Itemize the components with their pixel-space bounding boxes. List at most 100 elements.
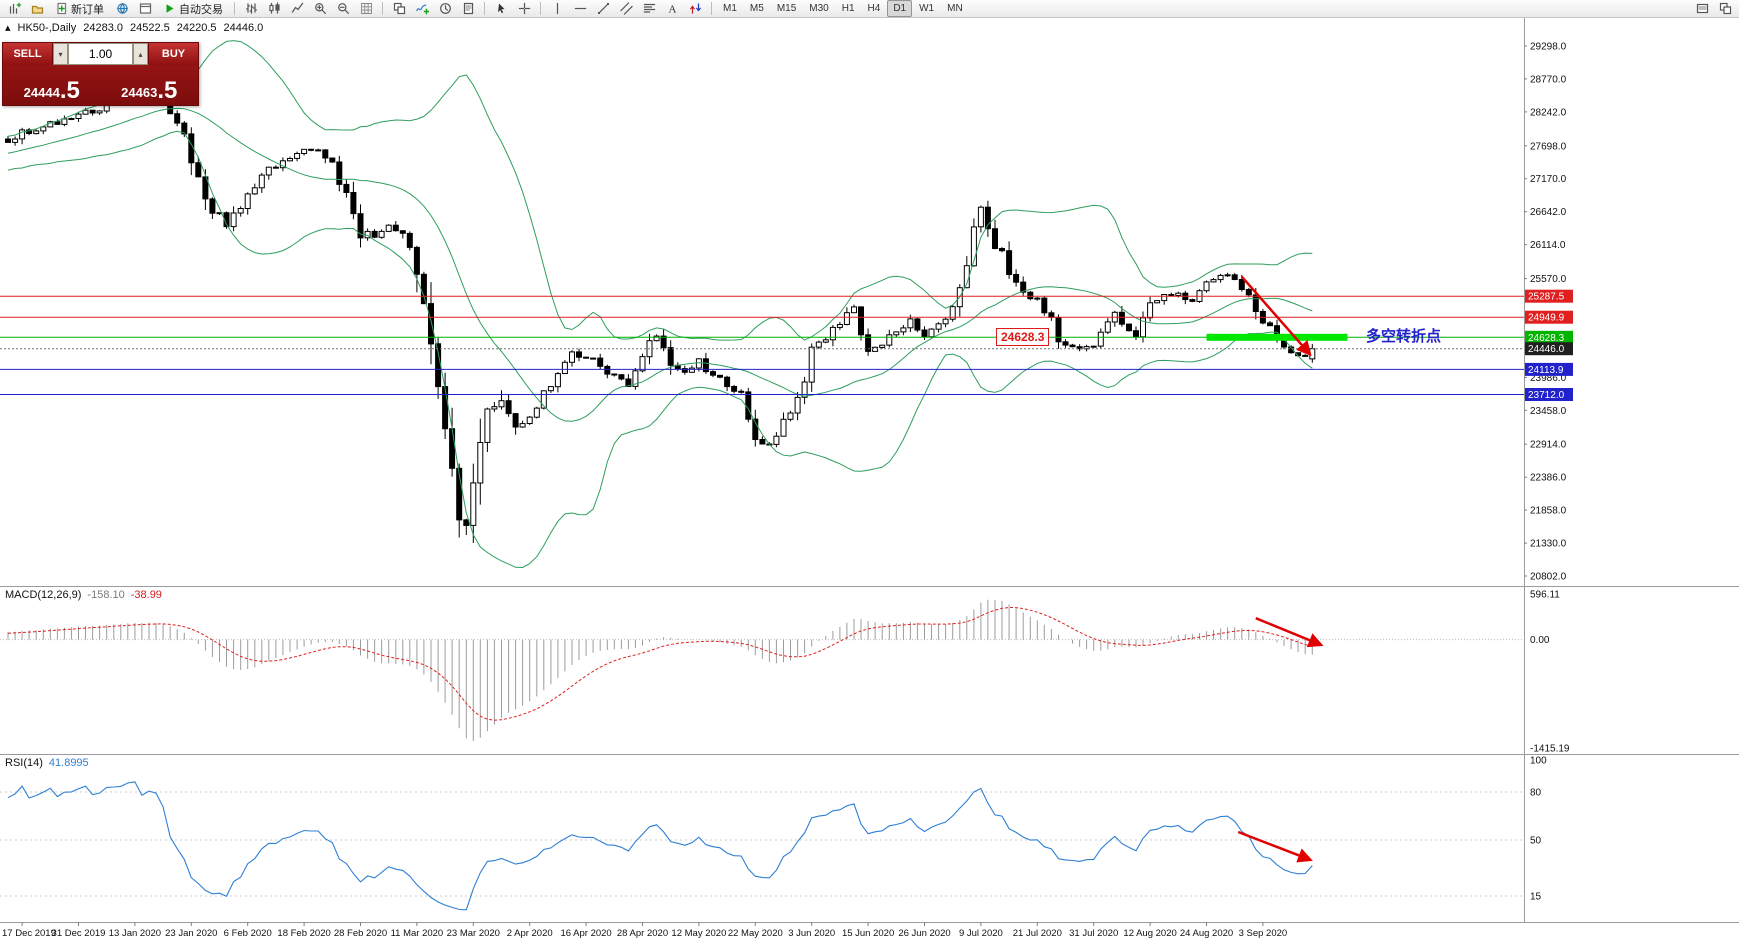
profiles-icon[interactable] (26, 0, 48, 18)
equidistant-channel-icon[interactable] (615, 0, 637, 18)
timeframe-MN-button[interactable]: MN (947, 3, 963, 14)
rsi-indicator (0, 781, 1524, 911)
svg-text:24 Aug 2020: 24 Aug 2020 (1180, 928, 1233, 939)
buy-price-main: 24463 (121, 85, 158, 100)
trendline-icon[interactable] (592, 0, 614, 18)
timeframe-H1-button[interactable]: H1 (841, 3, 855, 14)
rsi-scale[interactable]: 100 80 50 15 (1530, 756, 1547, 903)
timeframe-H4-button[interactable]: H4 (867, 3, 881, 14)
fibonacci-icon[interactable] (638, 0, 660, 18)
svg-text:18 Feb 2020: 18 Feb 2020 (277, 928, 330, 939)
line-chart-icon[interactable] (286, 0, 308, 18)
timeframe-M15-button[interactable]: M15 (776, 3, 797, 14)
svg-text:50: 50 (1530, 836, 1542, 847)
toolbar-separator (234, 2, 235, 15)
volume-input[interactable] (68, 43, 133, 65)
svg-text:23986.0: 23986.0 (1530, 373, 1567, 384)
new-chart-icon[interactable] (3, 0, 25, 18)
macd-indicator-label: MACD(12,26,9) -158.10 -38.99 (5, 589, 162, 601)
horizontal-line-icon[interactable] (569, 0, 591, 18)
svg-text:17 Dec 2019: 17 Dec 2019 (2, 928, 56, 939)
svg-text:0.00: 0.00 (1530, 635, 1550, 646)
timeframe-D1-button[interactable]: D1 (887, 0, 913, 17)
timeframe-M30-button[interactable]: M30 (809, 3, 829, 14)
svg-text:80: 80 (1530, 788, 1542, 799)
turning-point-label[interactable]: 多空转折点 (1366, 328, 1442, 345)
svg-text:25570.0: 25570.0 (1530, 274, 1567, 285)
buy-price[interactable]: 24463.5 (101, 65, 199, 105)
svg-text:28770.0: 28770.0 (1530, 74, 1567, 85)
svg-text:22386.0: 22386.0 (1530, 473, 1567, 484)
svg-text:6 Feb 2020: 6 Feb 2020 (224, 928, 272, 939)
candles-series (5, 90, 1316, 543)
bar-chart-icon[interactable] (240, 0, 262, 18)
chart-list-icon[interactable] (1691, 0, 1713, 18)
panel-separators (0, 18, 1739, 923)
svg-text:24113.9: 24113.9 (1528, 365, 1564, 376)
indicators-icon[interactable] (411, 0, 433, 18)
bollinger-bands (7, 40, 1313, 569)
svg-text:27170.0: 27170.0 (1530, 174, 1567, 185)
sell-button[interactable]: SELL (3, 43, 53, 65)
svg-text:23 Jan 2020: 23 Jan 2020 (165, 928, 217, 939)
market-watch-icon[interactable] (111, 0, 133, 18)
svg-text:23458.0: 23458.0 (1530, 406, 1567, 417)
svg-text:21858.0: 21858.0 (1530, 506, 1567, 517)
svg-text:12 Aug 2020: 12 Aug 2020 (1123, 928, 1176, 939)
trend-arrow-rsi[interactable] (1237, 830, 1313, 863)
trend-arrow-main[interactable] (1240, 275, 1312, 357)
tile-windows-icon[interactable] (388, 0, 410, 18)
svg-text:26642.0: 26642.0 (1530, 207, 1567, 218)
grid-icon[interactable] (355, 0, 377, 18)
order-plus-icon (55, 2, 68, 15)
svg-text:3 Sep 2020: 3 Sep 2020 (1239, 928, 1288, 939)
buy-button[interactable]: BUY (148, 43, 198, 65)
svg-text:9 Jul 2020: 9 Jul 2020 (959, 928, 1003, 939)
price-badge-24113.9: 24113.9 (1525, 362, 1573, 376)
arrange-windows-icon[interactable] (1714, 0, 1736, 18)
sell-price-main: 24444 (23, 85, 60, 100)
text-label-icon[interactable]: A (661, 0, 683, 18)
svg-text:15 Jun 2020: 15 Jun 2020 (842, 928, 894, 939)
zoom-out-icon[interactable] (332, 0, 354, 18)
price-scale[interactable]: 29298.0 28770.0 28242.0 27698.0 27170.0 26642… (1524, 42, 1567, 583)
macd-scale[interactable]: 596.11 0.00 -1415.19 (1530, 590, 1570, 755)
toolbar: 新订单 自动交易 A M1 M5 M15 M30 H1 H4 D1 W1 MN (0, 0, 1739, 18)
toolbar-separator (540, 2, 541, 15)
timeframe-M5-button[interactable]: M5 (749, 3, 764, 14)
arrow-objects-icon[interactable] (684, 0, 706, 18)
new-order-button[interactable]: 新订单 (49, 0, 110, 18)
data-window-icon[interactable] (134, 0, 156, 18)
trend-arrow-macd[interactable] (1255, 617, 1324, 648)
periods-icon[interactable] (434, 0, 456, 18)
zoom-in-icon[interactable] (309, 0, 331, 18)
symbol-label: HK50-,Daily (17, 21, 77, 34)
svg-text:20802.0: 20802.0 (1530, 572, 1567, 583)
volume-up-button[interactable]: ▴ (133, 43, 148, 65)
svg-text:A: A (668, 4, 676, 16)
macd-value: -158.10 (87, 589, 125, 601)
svg-text:24949.9: 24949.9 (1528, 313, 1565, 324)
ohlc-close: 24446.0 (223, 21, 264, 34)
vertical-line-icon[interactable] (546, 0, 568, 18)
autotrading-button[interactable]: 自动交易 (157, 0, 229, 18)
svg-text:26 Jun 2020: 26 Jun 2020 (898, 928, 950, 939)
sell-price[interactable]: 24444.5 (3, 65, 101, 105)
templates-icon[interactable] (457, 0, 479, 18)
price-flag-label[interactable]: 24628.3 (996, 328, 1050, 346)
crosshair-icon[interactable] (513, 0, 535, 18)
candlestick-chart-icon[interactable] (263, 0, 285, 18)
svg-text:25287.5: 25287.5 (1528, 292, 1565, 303)
volume-down-button[interactable]: ▾ (53, 43, 68, 65)
timeframe-M1-button[interactable]: M1 (723, 3, 737, 14)
buy-price-frac: .5 (157, 77, 178, 104)
one-click-trading-panel: SELL ▾ ▴ BUY 24444.5 24463.5 (2, 42, 199, 106)
cursor-icon[interactable] (490, 0, 512, 18)
timeframe-W1-button[interactable]: W1 (919, 3, 935, 14)
turning-zone-highlight[interactable] (1206, 333, 1348, 341)
svg-text:23712.0: 23712.0 (1528, 390, 1565, 401)
horizontal-lines (0, 295, 1524, 395)
ohlc-high: 24522.5 (129, 21, 170, 34)
